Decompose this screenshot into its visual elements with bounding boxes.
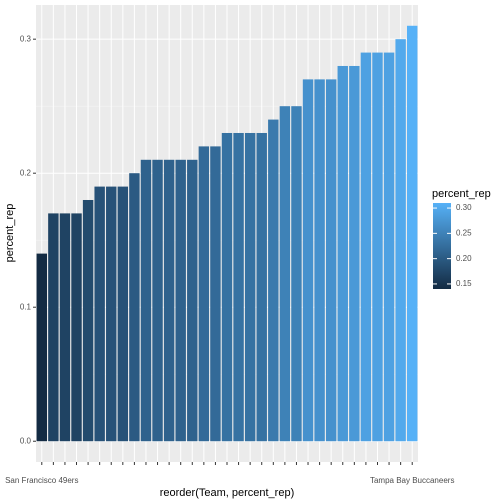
bar: [94, 186, 105, 442]
bar: [117, 186, 129, 442]
bar: [302, 79, 314, 442]
bar: [48, 213, 59, 442]
bar: [187, 159, 198, 442]
x-tick-label: San Francisco 49ers: [5, 476, 78, 485]
legend-label: 0.30: [456, 203, 472, 212]
bar: [140, 159, 152, 442]
bar: [383, 52, 395, 442]
legend-colorbar: [433, 203, 451, 289]
x-tick-label: Tampa Bay Buccaneers: [370, 476, 455, 485]
bar: [360, 52, 372, 442]
bar: [82, 199, 94, 442]
bar: [129, 173, 140, 442]
bar: [349, 65, 360, 442]
bar: [221, 132, 233, 442]
bar: [71, 213, 82, 442]
bar: [36, 253, 47, 442]
bar: [175, 159, 186, 442]
bar: [395, 39, 406, 442]
bar: [372, 52, 383, 442]
bar: [256, 132, 267, 442]
bar: [325, 79, 337, 442]
y-tick-label: 0.1: [20, 302, 32, 311]
bar: [59, 213, 71, 442]
bar: [210, 146, 221, 442]
bar: [106, 186, 117, 442]
y-tick-label: 0.0: [20, 436, 32, 445]
bar: [198, 146, 210, 442]
bar: [407, 25, 418, 442]
bar: [337, 65, 348, 442]
legend-label: 0.15: [456, 279, 472, 288]
legend-label: 0.20: [456, 254, 472, 263]
bar: [244, 132, 256, 442]
y-axis-title: percent_rep: [4, 204, 16, 263]
bar: [279, 106, 291, 442]
y-tick-label: 0.2: [20, 168, 32, 177]
legend-title: percent_rep: [432, 188, 491, 200]
bar: [152, 159, 163, 442]
bar: [163, 159, 175, 442]
bar: [291, 106, 302, 442]
bar: [314, 79, 325, 442]
bar: [233, 132, 244, 442]
bar: [268, 119, 279, 442]
x-axis-title: reorder(Team, percent_rep): [160, 487, 295, 499]
legend-label: 0.25: [456, 228, 472, 237]
y-tick-label: 0.3: [20, 34, 32, 43]
